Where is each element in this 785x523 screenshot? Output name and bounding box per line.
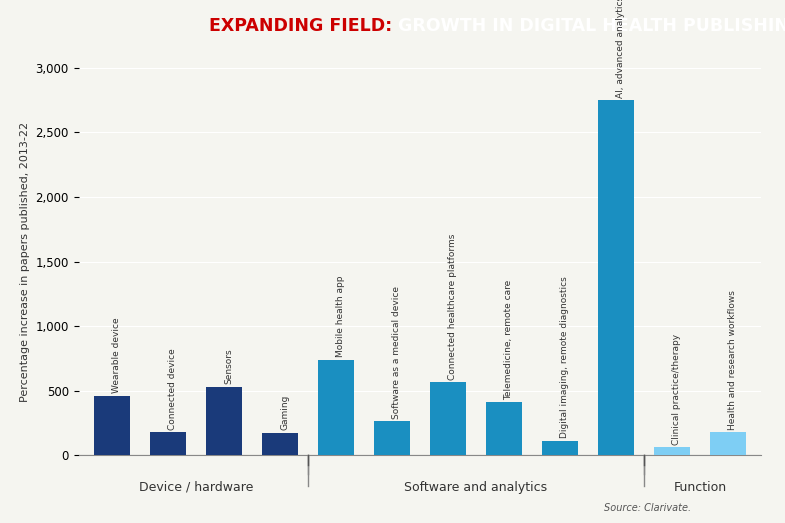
Text: Connected device: Connected device (168, 348, 177, 430)
Text: Health and research workflows: Health and research workflows (728, 290, 737, 430)
Text: Sensors: Sensors (224, 348, 233, 384)
Text: EXPANDING FIELD:: EXPANDING FIELD: (210, 17, 392, 35)
Text: Source: Clarivate.: Source: Clarivate. (604, 503, 691, 513)
Text: Clinical practice/therapy: Clinical practice/therapy (672, 334, 681, 445)
Text: Software and analytics: Software and analytics (404, 481, 547, 494)
Text: Mobile health app: Mobile health app (336, 276, 345, 357)
Text: Function: Function (674, 481, 726, 494)
Bar (262, 433, 298, 455)
Bar (374, 422, 411, 455)
Bar (94, 396, 130, 455)
Text: GROWTH IN DIGITAL HEALTH PUBLISHING TOPICS: GROWTH IN DIGITAL HEALTH PUBLISHING TOPI… (392, 17, 785, 35)
Bar (318, 359, 354, 455)
Y-axis label: Percentage increase in papers published, 2013-22: Percentage increase in papers published,… (20, 121, 30, 402)
Bar (150, 433, 186, 455)
Bar (486, 402, 522, 455)
Text: Connected healthcare platforms: Connected healthcare platforms (448, 233, 457, 380)
Text: Gaming: Gaming (280, 395, 289, 430)
Text: Wearable device: Wearable device (112, 317, 121, 393)
Bar (654, 447, 690, 455)
Text: Telemedicine, remote care: Telemedicine, remote care (504, 279, 513, 400)
Text: Device / hardware: Device / hardware (139, 481, 254, 494)
Text: Software as a medical device: Software as a medical device (392, 286, 401, 419)
Text: AI, advanced analytics: AI, advanced analytics (616, 0, 625, 98)
Bar (710, 433, 746, 455)
Bar (597, 100, 634, 455)
Text: Digital imaging, remote diagnostics: Digital imaging, remote diagnostics (560, 277, 569, 438)
Bar (542, 441, 578, 455)
Bar (429, 382, 466, 455)
Bar (206, 386, 243, 455)
